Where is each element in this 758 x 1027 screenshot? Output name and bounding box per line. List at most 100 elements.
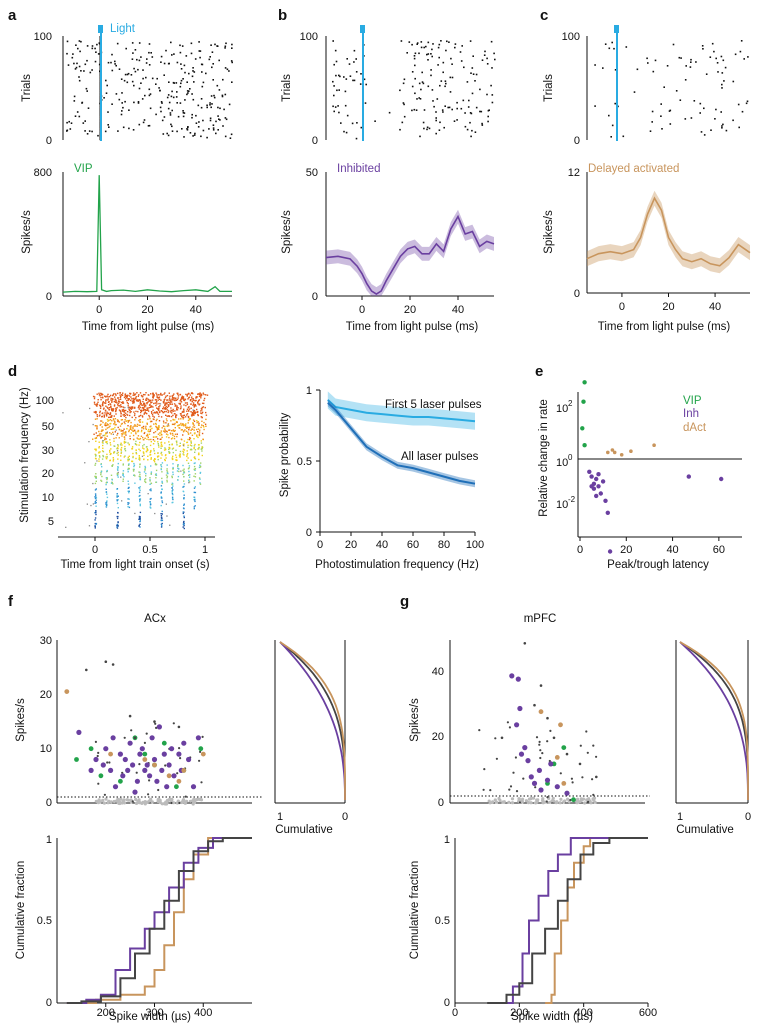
- train-spike: [183, 503, 185, 505]
- train-spike: [172, 493, 174, 496]
- cumulative-line-inh: [66, 837, 252, 1004]
- train-spike: [172, 501, 174, 504]
- c-light-bar: [616, 33, 618, 141]
- spike-tick: [176, 130, 178, 133]
- low-rate-point: [134, 797, 138, 802]
- scatter-point-inh: [156, 724, 162, 730]
- b-xlabel: Time from light pulse (ms): [346, 321, 479, 333]
- train-spike: [194, 468, 197, 470]
- train-spike: [205, 394, 207, 396]
- e-point-inh: [607, 549, 613, 554]
- train-spike: [159, 405, 161, 407]
- train-spike: [188, 467, 190, 469]
- c-raster-ytick-100: 100: [562, 31, 580, 43]
- spike-tick: [456, 119, 458, 121]
- train-spike: [102, 393, 104, 396]
- train-spike: [131, 429, 133, 431]
- train-spike: [101, 429, 103, 431]
- low-rate-point: [106, 801, 110, 805]
- d-all-line: [327, 402, 476, 485]
- train-spike: [118, 428, 121, 431]
- spike-tick: [179, 44, 181, 47]
- low-rate-point: [171, 801, 176, 805]
- train-spike: [136, 392, 138, 394]
- spike-tick: [464, 125, 467, 128]
- train-spike: [176, 470, 179, 472]
- train-spike: [180, 405, 182, 407]
- train-spike: [132, 468, 135, 471]
- scatter-point-inh: [147, 773, 153, 779]
- train-spike: [135, 417, 137, 419]
- train-spike: [203, 428, 205, 431]
- train-spike: [127, 468, 129, 471]
- spike-tick: [479, 110, 481, 113]
- train-spike: [109, 451, 111, 453]
- train-spike: [193, 491, 195, 494]
- train-spike: [165, 418, 168, 420]
- train-spike: [92, 395, 95, 398]
- train-spike: [108, 416, 110, 419]
- e-point-inh: [598, 491, 603, 496]
- train-spike: [135, 451, 137, 454]
- spike-tick: [703, 107, 705, 110]
- train-spike: [192, 412, 194, 415]
- unit-point: [123, 736, 126, 739]
- train-spike: [122, 408, 125, 411]
- cumulative-line-inh: [503, 837, 648, 1004]
- train-spike: [152, 395, 155, 398]
- spike-tick: [487, 115, 489, 118]
- train-spike: [128, 444, 130, 446]
- train-spike: [178, 402, 180, 405]
- train-spike: [129, 427, 132, 429]
- xtick-label: 80: [438, 539, 450, 551]
- spike-tick: [408, 41, 411, 43]
- train-spike: [173, 403, 176, 405]
- scatter-point-inh: [515, 676, 521, 682]
- xtick-label: 0: [317, 539, 323, 551]
- spike-tick: [86, 59, 88, 62]
- d-label-first5: First 5 laser pulses: [385, 399, 482, 411]
- train-spike: [95, 480, 97, 482]
- train-spike: [181, 397, 183, 399]
- train-spike: [182, 511, 184, 513]
- train-spike: [138, 456, 141, 459]
- train-spike: [179, 450, 182, 453]
- spike-tick: [470, 112, 473, 115]
- train-spike: [183, 472, 185, 474]
- train-spike: [194, 505, 196, 507]
- train-spike: [110, 406, 112, 408]
- unit-point: [514, 756, 518, 759]
- spike-tick: [169, 112, 172, 114]
- train-spike: [144, 409, 146, 411]
- unit-point: [586, 751, 589, 754]
- spike-tick: [636, 68, 639, 71]
- spike-tick: [443, 126, 445, 129]
- spike-tick: [332, 105, 334, 108]
- d-label-all: All laser pulses: [401, 451, 479, 463]
- scatter-point-other: [104, 660, 108, 663]
- train-spike: [122, 410, 125, 412]
- low-rate-point: [175, 801, 179, 805]
- spike-tick: [420, 46, 423, 49]
- cumulative-line-all: [66, 837, 252, 1004]
- e-ytick-hi: 10: [556, 403, 568, 415]
- train-spike: [104, 409, 107, 411]
- spike-tick: [685, 65, 687, 67]
- spike-tick: [181, 128, 183, 130]
- train-spike: [179, 454, 181, 456]
- spike-tick: [210, 106, 212, 109]
- train-spike: [119, 401, 121, 403]
- spike-tick: [230, 133, 233, 136]
- spike-tick: [86, 133, 89, 135]
- train-spike: [139, 486, 141, 488]
- train-spike: [186, 459, 188, 462]
- spike-tick: [71, 56, 74, 59]
- train-spike: [110, 433, 112, 435]
- unit-point: [546, 740, 549, 743]
- train-spike: [196, 435, 198, 438]
- spike-tick: [608, 47, 611, 50]
- train-spike: [117, 521, 119, 523]
- xtick-label: 100: [466, 539, 484, 551]
- train-spike: [169, 395, 171, 397]
- spike-tick: [183, 112, 186, 114]
